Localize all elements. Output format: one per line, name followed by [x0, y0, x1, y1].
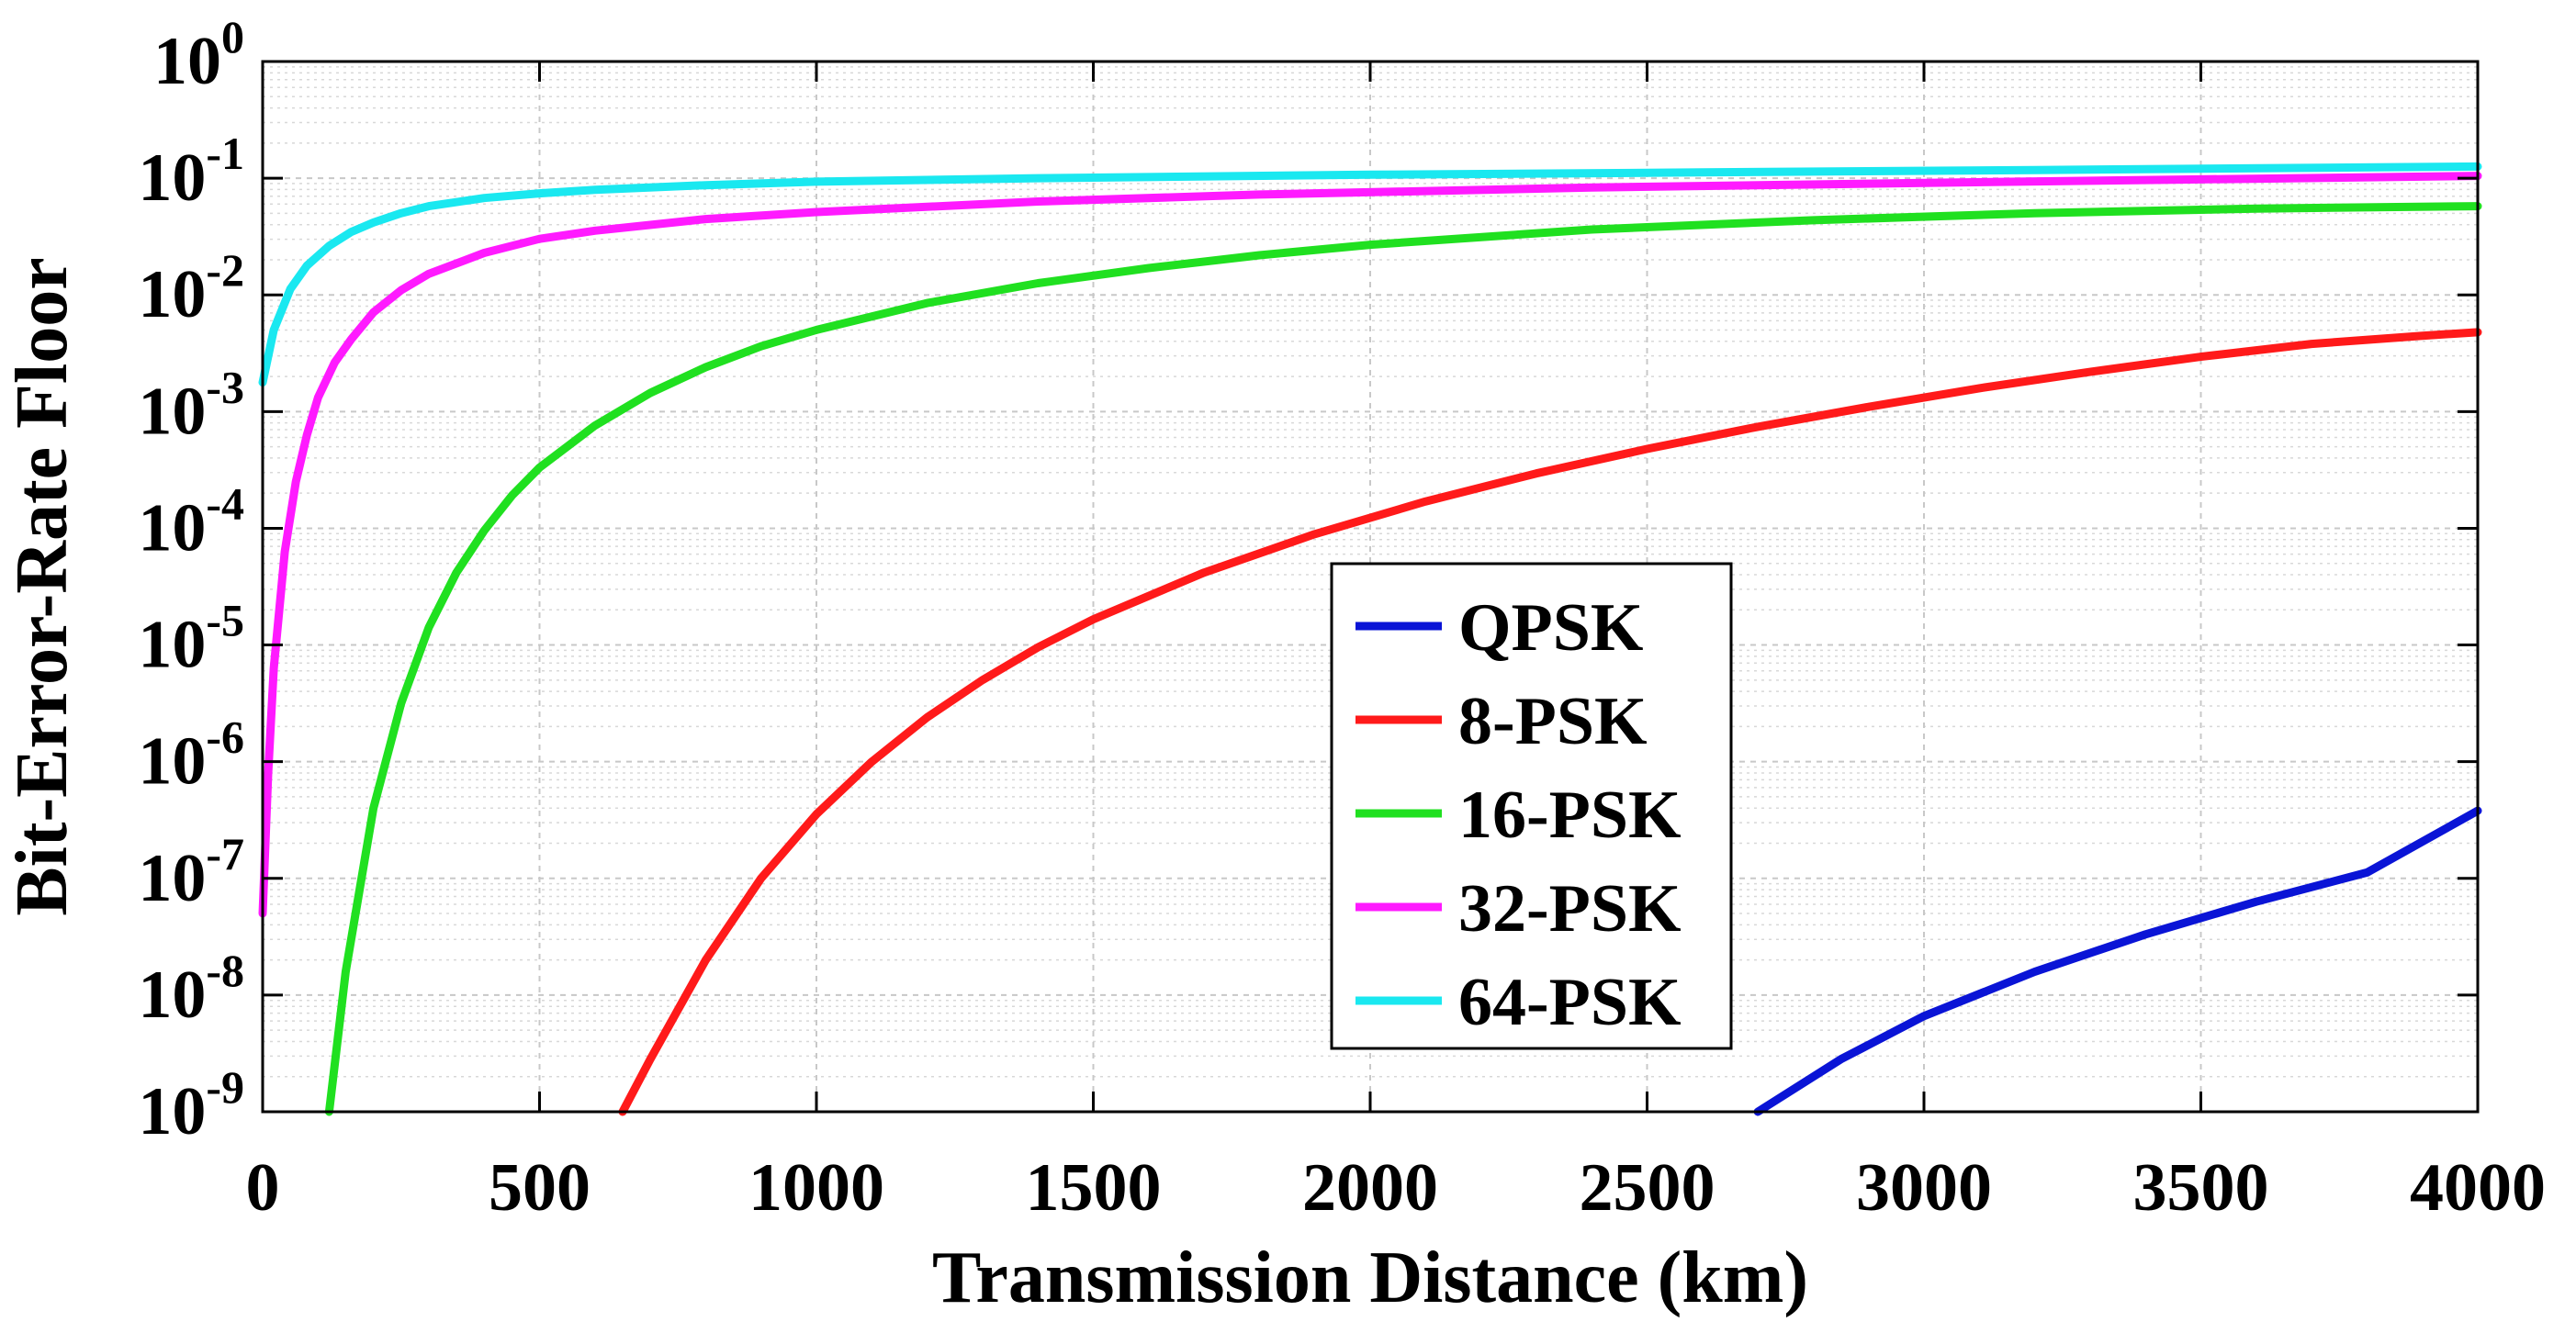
legend-label-8-psk: 8-PSK [1458, 684, 1648, 759]
y-tick-label: 10-3 [138, 361, 244, 449]
series-line-64-psk [258, 162, 2482, 387]
x-tick-label: 4000 [2410, 1150, 2546, 1226]
y-tick-label: 10-6 [138, 711, 244, 800]
x-tick-label: 1500 [1026, 1150, 1162, 1226]
legend-label-16-psk: 16-PSK [1458, 778, 1682, 853]
y-axis-label: Bit-Error-Rate Floor [2, 257, 83, 916]
y-tick-labels: 100 10-1 10-2 10-3 10-4 10-5 10-6 10-7 10-8 10-9 [138, 11, 244, 1149]
x-tick-label: 2000 [1302, 1150, 1438, 1226]
x-tick-label: 1000 [748, 1150, 884, 1226]
y-tick-label: 10-4 [138, 477, 244, 566]
x-axis-label: Transmission Distance (km) [932, 1238, 1808, 1318]
y-tick-label: 10-5 [138, 595, 244, 683]
legend-box [1330, 562, 1733, 1050]
x-tick-label: 500 [489, 1150, 591, 1226]
x-tick-label: 3000 [1856, 1150, 1992, 1226]
series-lines [258, 162, 2482, 1116]
y-tick-label: 10-2 [138, 244, 244, 332]
y-tick-label: 100 [153, 11, 244, 99]
series-line-qpsk [1753, 806, 2482, 1116]
legend: QPSK 8-PSK 16-PSK 32-PSK 64-PSK [1330, 562, 1733, 1050]
series-line-32-psk [258, 172, 2482, 918]
tick-marks [261, 60, 2480, 1114]
legend-label-qpsk: QPSK [1458, 590, 1643, 666]
legend-label-32-psk: 32-PSK [1458, 871, 1682, 947]
y-tick-label: 10-7 [138, 828, 244, 916]
y-tick-label: 10-9 [138, 1061, 244, 1149]
x-tick-label: 2500 [1580, 1150, 1715, 1226]
series-line-16-psk [324, 202, 2482, 1116]
x-tick-label: 0 [246, 1150, 280, 1226]
grid [263, 62, 2478, 1112]
x-tick-label: 3500 [2133, 1150, 2269, 1226]
series-line-8-psk [618, 328, 2482, 1116]
y-tick-label: 10-1 [138, 128, 244, 216]
legend-label-64-psk: 64-PSK [1458, 965, 1682, 1040]
y-tick-label: 10-8 [138, 945, 244, 1033]
x-tick-labels: 0 500 1000 1500 2000 2500 3000 3500 4000 [246, 1150, 2547, 1226]
